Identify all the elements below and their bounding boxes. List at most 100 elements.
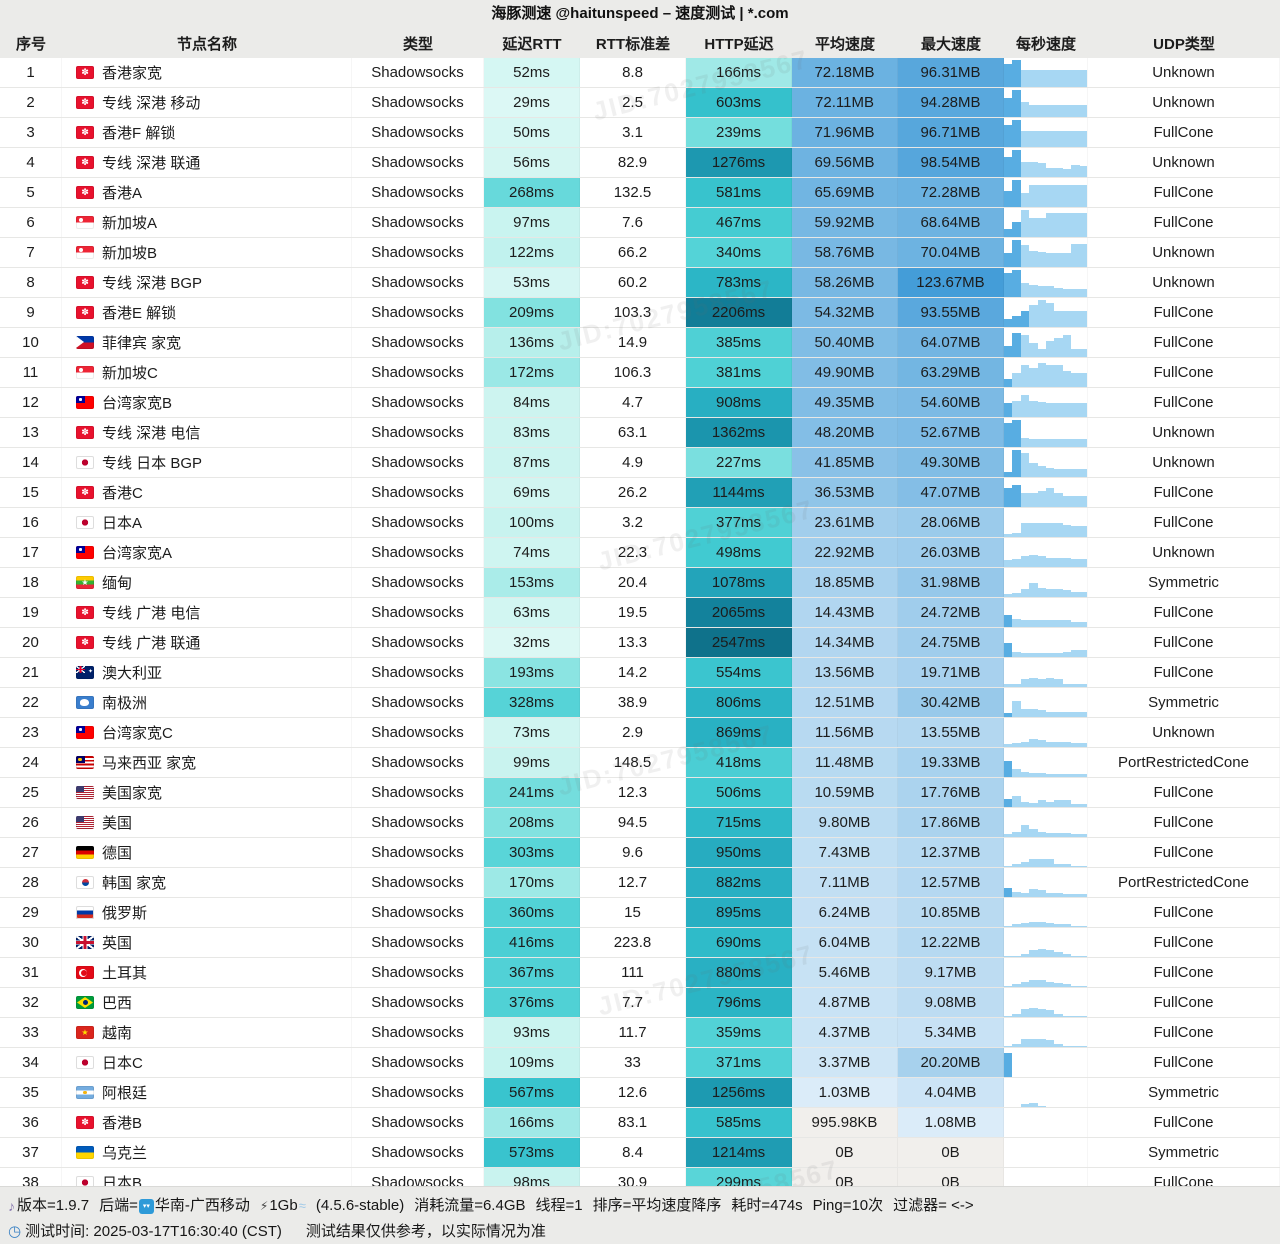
rtt-cell: 53ms	[484, 268, 580, 297]
speed-bar	[1045, 168, 1055, 177]
node-name-cell: 香港家宽	[62, 58, 352, 87]
speed-bar	[1004, 157, 1013, 177]
per-second-speed-chart	[1004, 178, 1088, 207]
node-name-cell: 乌克兰	[62, 1138, 352, 1167]
node-name-label: 台湾家宽C	[102, 725, 173, 742]
speed-bar	[1045, 403, 1055, 417]
speed-bar	[1029, 162, 1038, 177]
udp-type-cell: Unknown	[1088, 58, 1280, 87]
speed-bar	[1045, 774, 1055, 777]
speed-bar	[1079, 373, 1087, 387]
rtt-cell: 241ms	[484, 778, 580, 807]
rtt-cell: 172ms	[484, 358, 580, 387]
speed-bar	[1062, 652, 1072, 657]
table-row: 12 台湾家宽B Shadowsocks 84ms 4.7 908ms 49.35MB 54.…	[0, 388, 1280, 418]
speed-bar	[1054, 833, 1063, 837]
table-row: 16 日本A Shadowsocks 100ms 3.2 377ms 23.61MB 28.0…	[0, 508, 1280, 538]
max-speed-cell: 4.04MB	[898, 1078, 1004, 1107]
rtt-stddev-cell: 12.7	[580, 868, 686, 897]
http-delay-cell: 381ms	[686, 358, 792, 387]
node-name-label: 专线 广港 联通	[102, 635, 201, 652]
rtt-cell: 83ms	[484, 418, 580, 447]
speed-bar	[1071, 185, 1080, 207]
footer-ping: Ping=10次	[812, 1197, 884, 1214]
rtt-stddev-cell: 3.1	[580, 118, 686, 147]
speed-bar	[1054, 679, 1063, 687]
rtt-stddev-cell: 9.6	[580, 838, 686, 867]
node-name-label: 香港A	[102, 185, 143, 202]
speed-bar	[1054, 653, 1063, 657]
speed-bar	[1071, 496, 1080, 507]
sg-flag-icon	[76, 246, 94, 259]
speed-bar	[1045, 802, 1055, 807]
speed-bar	[1012, 1014, 1021, 1017]
speed-bar	[1012, 956, 1021, 957]
speed-bar	[1079, 131, 1087, 147]
speed-bar	[1004, 346, 1013, 357]
rtt-cell: 84ms	[484, 388, 580, 417]
speed-bar	[1037, 620, 1046, 627]
col-rtt-stddev: RTT标准差	[595, 35, 671, 53]
speed-bar	[1037, 105, 1046, 117]
udp-type-cell: FullCone	[1088, 928, 1280, 957]
node-name-cell: 新加坡A	[62, 208, 352, 237]
max-speed-cell: 19.33MB	[898, 748, 1004, 777]
seq-cell: 33	[0, 1018, 62, 1047]
table-row: 13 专线 深港 电信 Shadowsocks83ms63.11362ms48.20…	[0, 418, 1280, 448]
avg-speed-cell: 18.85MB	[792, 568, 898, 597]
http-delay-cell: 715ms	[686, 808, 792, 837]
speed-bar	[1004, 956, 1013, 957]
speed-bar	[1037, 740, 1046, 747]
speed-bar	[1004, 253, 1013, 267]
rtt-cell: 87ms	[484, 448, 580, 477]
per-second-speed-chart	[1004, 1048, 1088, 1077]
speed-bar	[1037, 1106, 1046, 1107]
speed-bar	[1012, 90, 1021, 117]
node-name-label: 俄罗斯	[102, 905, 148, 922]
speed-bar	[1029, 922, 1038, 927]
node-name-label: 英国	[102, 935, 133, 952]
http-delay-cell: 950ms	[686, 838, 792, 867]
de-flag-icon	[76, 846, 94, 859]
type-cell: Shadowsocks	[352, 928, 484, 957]
speed-bar	[1012, 769, 1021, 777]
speed-bar	[1062, 954, 1072, 957]
speed-bar	[1037, 710, 1046, 717]
max-speed-cell: 10.85MB	[898, 898, 1004, 927]
speed-bar	[1054, 403, 1063, 417]
avg-speed-cell: 58.26MB	[792, 268, 898, 297]
node-name-cell: 香港C	[62, 478, 352, 507]
speed-bar	[1020, 802, 1030, 807]
per-second-speed-chart	[1004, 988, 1088, 1017]
speed-bar	[1020, 453, 1030, 477]
speed-bar	[1071, 622, 1080, 627]
node-name-label: 台湾家宽B	[102, 395, 173, 412]
node-name-label: 香港B	[102, 1115, 143, 1132]
speed-bar	[1054, 493, 1063, 507]
rtt-stddev-cell: 82.9	[580, 148, 686, 177]
speed-bar	[1062, 774, 1072, 777]
table-row: 35 阿根廷 Shadowsocks 567ms 12.6 1256ms 1.03MB 4.0…	[0, 1078, 1280, 1108]
speed-bar	[1029, 620, 1038, 627]
http-delay-cell: 506ms	[686, 778, 792, 807]
speed-bar	[1054, 712, 1063, 717]
speed-bar	[1062, 1046, 1072, 1047]
speed-bar	[1037, 773, 1046, 777]
au-flag-icon	[76, 666, 94, 679]
rtt-cell: 93ms	[484, 1018, 580, 1047]
max-speed-cell: 26.03MB	[898, 538, 1004, 567]
seq-cell: 6	[0, 208, 62, 237]
speed-bar	[1004, 472, 1013, 477]
rtt-stddev-cell: 14.9	[580, 328, 686, 357]
udp-type-cell: FullCone	[1088, 808, 1280, 837]
rtt-stddev-cell: 22.3	[580, 538, 686, 567]
per-second-speed-chart	[1004, 538, 1088, 567]
speed-bar	[1079, 244, 1087, 267]
speed-bar	[1054, 558, 1063, 567]
speed-bar	[1062, 185, 1072, 207]
seq-cell: 19	[0, 598, 62, 627]
speed-bar	[1045, 213, 1055, 237]
avg-speed-cell: 995.98KB	[792, 1108, 898, 1137]
node-name-cell: 阿根廷	[62, 1078, 352, 1107]
type-cell: Shadowsocks	[352, 238, 484, 267]
